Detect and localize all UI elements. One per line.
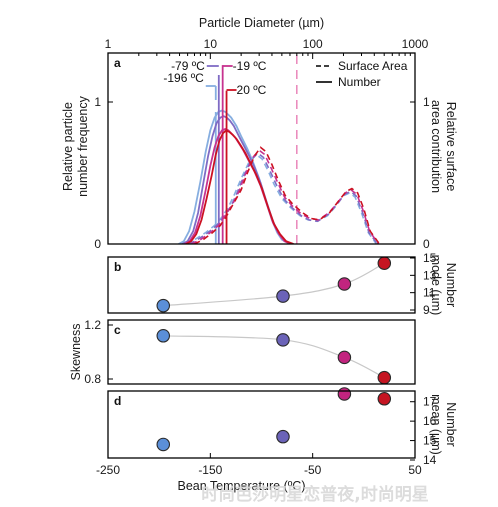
data-point-c-0 [156, 329, 171, 343]
bottom-axis: -250 -150 -50 50 Bean Temperature (ºC) [96, 453, 422, 493]
y-axis-title-d-line-0: Number [444, 402, 458, 446]
top-tick-label-3: 1000 [402, 37, 429, 51]
panel-b-frame [107, 256, 416, 314]
panel-letter-b: b [114, 260, 121, 274]
data-point-b-0 [156, 298, 171, 313]
top-tick-label-0: 1 [105, 37, 112, 51]
right-axis-title: Relative surfacearea contribution [429, 100, 458, 193]
left-tick-label-0: 0 [94, 237, 101, 251]
temperature-label-2: -19 ºC [233, 59, 267, 73]
trend-line-b [163, 262, 385, 307]
right-tick-label-1: 1 [423, 95, 430, 109]
legend-label-number: Number [338, 75, 381, 89]
data-point-d-0 [156, 437, 171, 452]
data-point-d-3 [377, 392, 392, 406]
top-axis-title: Particle Diameter (µm) [199, 16, 324, 30]
y-axis-title-d: Numbermean (µm) [429, 394, 458, 455]
x-tick-label-0: -250 [96, 463, 120, 477]
y-tick-label-d-3: 17 [423, 395, 437, 409]
data-point-d-2 [337, 387, 352, 401]
x-axis-title: Bean Temperature (ºC) [177, 479, 305, 493]
y-tick-label-b-0: 9 [423, 303, 430, 317]
data-point-b-3 [377, 256, 392, 270]
y-axis-title-b-line-1: mode (µm) [429, 255, 443, 316]
trend-line-c [163, 335, 385, 379]
panel-letter-d: d [114, 394, 121, 408]
panel-d-frame [107, 390, 416, 459]
y-tick-label-c-0: 0.8 [84, 372, 101, 386]
right-axis-title-line-1: area contribution [429, 100, 443, 193]
y-axis-title-b-line-0: Number [444, 263, 458, 307]
legend-label-surface-area: Surface Area [338, 59, 408, 73]
left-axis-title: Relative particlenumber frequency [61, 95, 90, 197]
top-tick-label-2: 100 [303, 37, 323, 51]
y-axis-title-d-line-1: mean (µm) [429, 394, 443, 455]
y-tick-label-d-0: 14 [423, 453, 437, 467]
left-axis-title-line-0: Relative particle [61, 102, 75, 191]
watermark-text: 时尚芭莎明星恋普夜,时尚明星 [201, 484, 428, 505]
y-tick-label-d-1: 15 [423, 434, 437, 448]
surface-area-line-1 [188, 152, 379, 244]
surface-area-line-2 [190, 149, 380, 244]
panel-c-frame [107, 319, 416, 385]
data-point-c-3 [377, 370, 392, 385]
y-tick-label-b-1: 11 [423, 286, 436, 300]
data-point-c-2 [337, 350, 352, 365]
temperature-label-0: -79 ºC [171, 59, 205, 73]
x-tick-label-1: -150 [198, 463, 222, 477]
y-tick-label-d-2: 16 [423, 414, 437, 428]
data-point-d-1 [276, 429, 290, 444]
y-axis-title-b: Numbermode (µm) [429, 255, 458, 316]
x-tick-label-2: -50 [304, 463, 322, 477]
panel-letter-a: a [114, 56, 121, 70]
number-line-3 [185, 129, 294, 244]
panel-a-frame [107, 52, 416, 245]
panel-letter-c: c [114, 323, 121, 337]
left-tick-label-1: 1 [94, 95, 101, 109]
surface-area-line-0 [185, 153, 378, 244]
temperature-label-3: 20 ºC [237, 83, 267, 97]
plot-area-a [178, 65, 381, 244]
left-axis-title-line-1: number frequency [76, 95, 90, 197]
right-axis-title-line-0: Relative surface [444, 102, 458, 192]
temperature-label-1: -196 ºC [163, 71, 204, 85]
top-tick-label-1: 10 [204, 37, 218, 51]
data-point-b-1 [276, 289, 290, 303]
y-tick-label-c-1: 1.2 [84, 318, 101, 332]
panel-a: -79 ºC-196 ºC -19 ºC 20 ºC Surface Area Numb… [61, 16, 458, 251]
right-tick-label-0: 0 [423, 237, 430, 251]
y-tick-label-b-2: 13 [423, 268, 437, 282]
y-tick-label-b-3: 15 [423, 251, 437, 265]
y-axis-title-c: Skewness [69, 324, 83, 381]
data-point-c-1 [276, 333, 290, 347]
surface-area-line-3 [194, 146, 381, 244]
x-tick-label-3: 50 [408, 463, 422, 477]
data-point-b-2 [337, 277, 352, 291]
